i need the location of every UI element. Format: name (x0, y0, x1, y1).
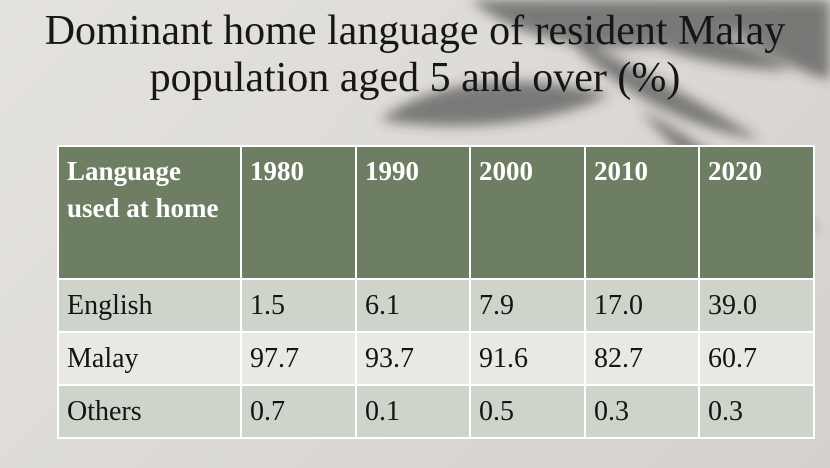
table-cell: 0.3 (584, 384, 700, 439)
table-cell: 82.7 (584, 331, 700, 386)
table-cell: 93.7 (355, 331, 471, 386)
table-cell: 60.7 (698, 331, 815, 386)
header-cell-year: 1990 (355, 145, 471, 280)
language-table-container: Language used at home 1980 1990 2000 201… (57, 145, 815, 439)
table-cell: 39.0 (698, 278, 815, 333)
table-cell: 97.7 (240, 331, 357, 386)
table-row: Malay 97.7 93.7 91.6 82.7 60.7 (57, 331, 815, 386)
table-cell: 6.1 (355, 278, 471, 333)
row-label: English (57, 278, 242, 333)
row-label: Malay (57, 331, 242, 386)
header-cell-year: 2020 (698, 145, 815, 280)
table-cell: 1.5 (240, 278, 357, 333)
table-cell: 91.6 (469, 331, 586, 386)
header-cell-year: 2010 (584, 145, 700, 280)
table-row: English 1.5 6.1 7.9 17.0 39.0 (57, 278, 815, 333)
language-table: Language used at home 1980 1990 2000 201… (57, 145, 815, 439)
row-label: Others (57, 384, 242, 439)
table-cell: 7.9 (469, 278, 586, 333)
header-cell-language: Language used at home (57, 145, 242, 280)
page-title: Dominant home language of resident Malay… (0, 8, 830, 102)
header-cell-year: 2000 (469, 145, 586, 280)
table-cell: 0.7 (240, 384, 357, 439)
title-line-1: Dominant home language of resident Malay (44, 8, 786, 54)
header-cell-year: 1980 (240, 145, 357, 280)
table-row: Others 0.7 0.1 0.5 0.3 0.3 (57, 384, 815, 439)
table-cell: 0.1 (355, 384, 471, 439)
title-line-2: population aged 5 and over (%) (149, 55, 681, 101)
table-cell: 17.0 (584, 278, 700, 333)
table-header-row: Language used at home 1980 1990 2000 201… (57, 145, 815, 280)
table-cell: 0.3 (698, 384, 815, 439)
table-cell: 0.5 (469, 384, 586, 439)
